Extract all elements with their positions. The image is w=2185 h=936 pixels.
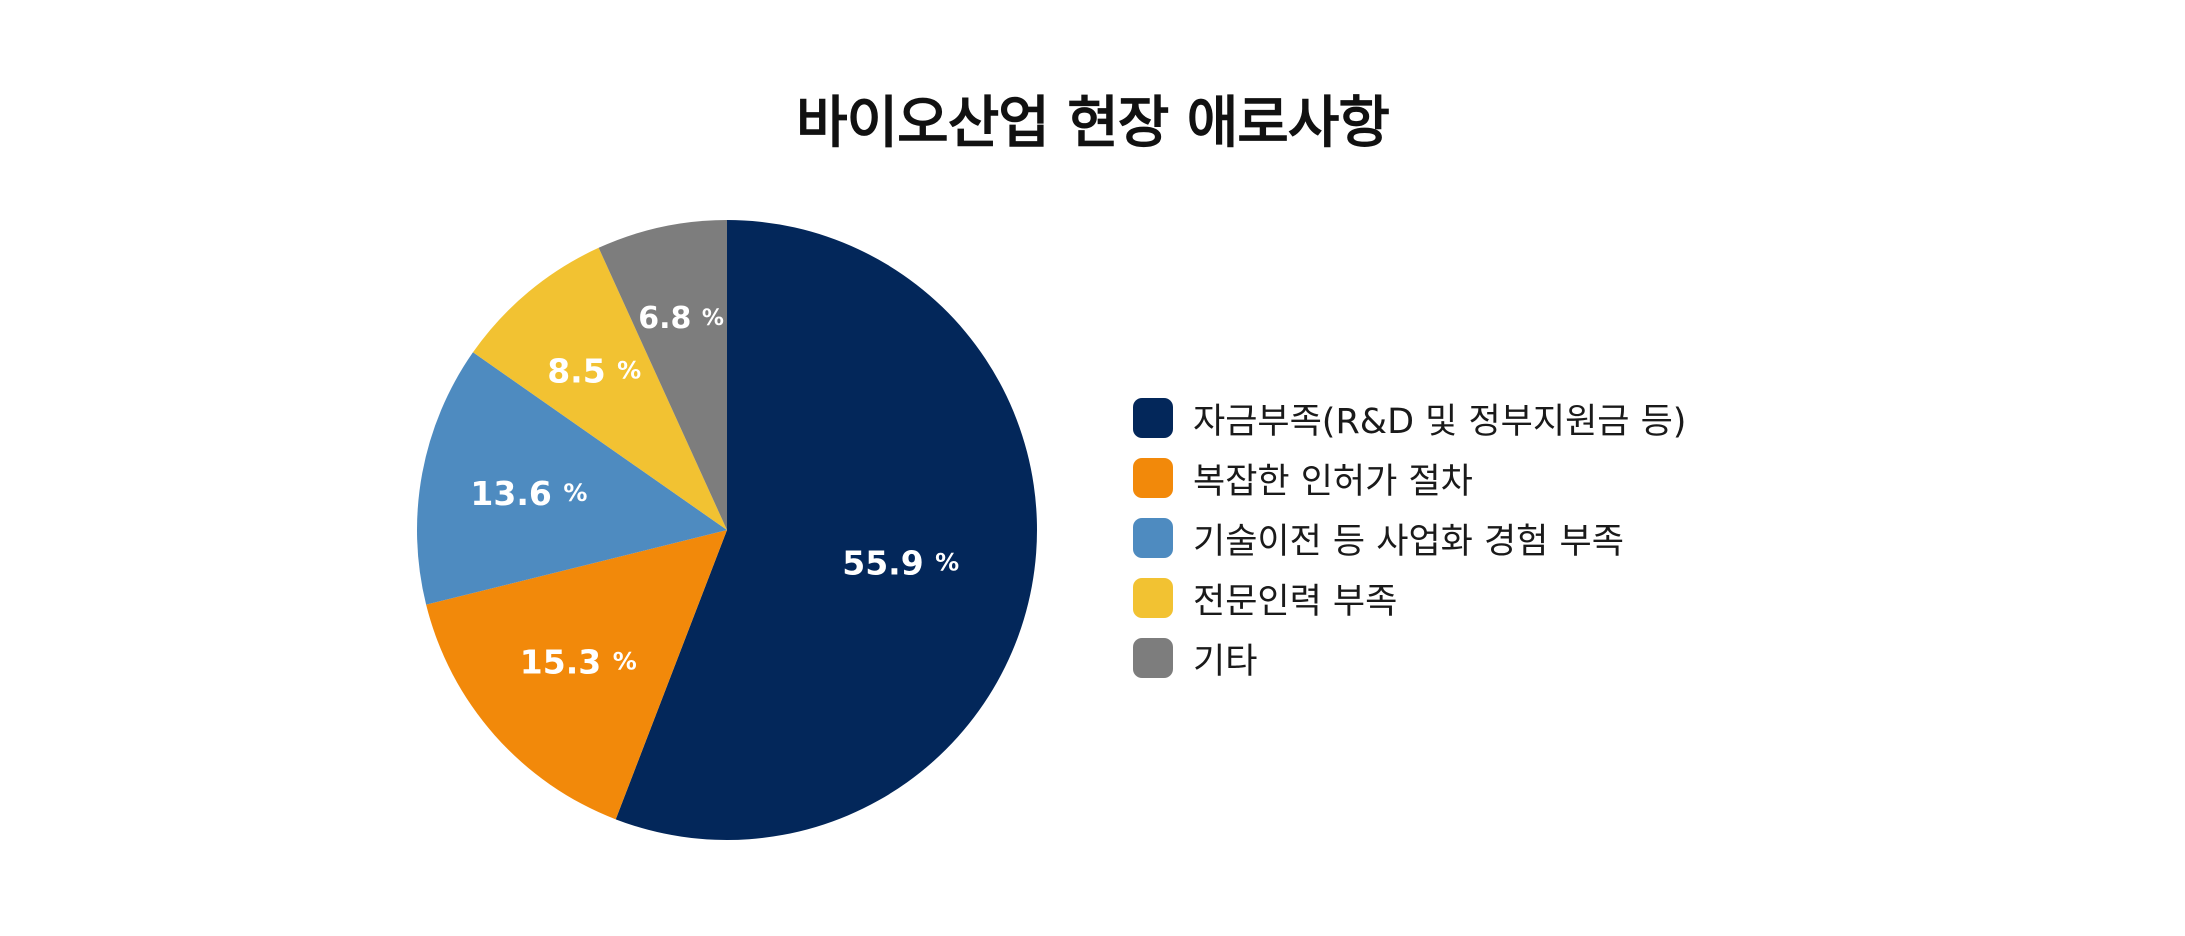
slice-value-unit: % [617, 356, 641, 384]
legend-item-2: 복잡한 인허가 절차 [1133, 448, 1686, 508]
slice-value-label-5: 6.8 % [638, 300, 724, 335]
legend-swatch [1133, 578, 1173, 618]
slice-value-number: 15.3 [520, 642, 601, 681]
legend-swatch [1133, 398, 1173, 438]
slice-value-number: 55.9 [842, 543, 923, 582]
pie-slice-3 [416, 352, 727, 605]
slice-value-label-1: 55.9 % [842, 543, 959, 582]
pie-slice-4 [472, 247, 727, 530]
slice-value-number: 8.5 [547, 351, 605, 390]
slice-value-label-2: 15.3 % [520, 642, 637, 681]
legend-label: 기술이전 등 사업화 경험 부족 [1193, 521, 1624, 562]
slice-value-label-3: 13.6 % [470, 474, 587, 513]
pie-slice-2 [426, 530, 727, 820]
legend-item-4: 전문인력 부족 [1133, 568, 1686, 628]
slice-value-unit: % [702, 305, 724, 330]
legend-item-5: 기타 [1133, 628, 1686, 688]
legend-swatch [1133, 638, 1173, 678]
legend-item-1: 자금부족(R&D 및 정부지원금 등) [1133, 388, 1686, 448]
legend-swatch [1133, 458, 1173, 498]
slice-value-number: 13.6 [470, 474, 551, 513]
legend-label: 자금부족(R&D 및 정부지원금 등) [1193, 401, 1687, 442]
pie-slice-5 [598, 220, 727, 530]
legend-label: 복잡한 인허가 절차 [1193, 461, 1473, 502]
pie-slice-1 [615, 220, 1037, 841]
legend-swatch [1133, 518, 1173, 558]
legend-item-3: 기술이전 등 사업화 경험 부족 [1133, 508, 1686, 568]
slice-value-number: 6.8 [638, 300, 691, 335]
legend-label: 전문인력 부족 [1193, 581, 1398, 622]
slice-value-unit: % [935, 548, 959, 576]
chart-title: 바이오산업 현장 애로사항 [796, 91, 1390, 156]
legend-label: 기타 [1193, 641, 1258, 682]
slice-value-unit: % [563, 479, 587, 507]
slice-value-unit: % [613, 647, 637, 675]
slice-value-label-4: 8.5 % [547, 351, 641, 390]
